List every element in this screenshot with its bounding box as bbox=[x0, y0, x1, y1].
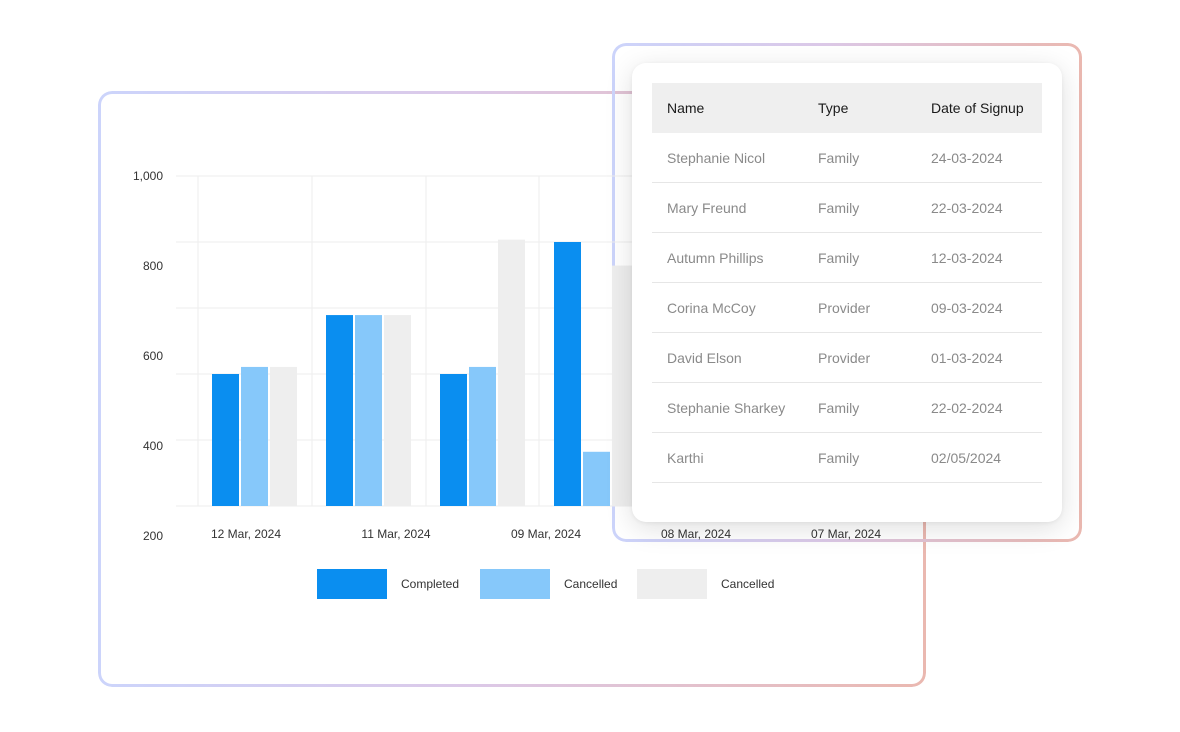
bar-cancelled bbox=[355, 315, 382, 506]
signups-table-card: Name Type Date of Signup Stephanie Nicol… bbox=[632, 63, 1062, 522]
cell-date: 02/05/2024 bbox=[916, 432, 1042, 483]
bar-completed bbox=[212, 374, 239, 506]
table-row[interactable]: David Elson Provider 01-03-2024 bbox=[652, 332, 1042, 383]
cell-date: 22-02-2024 bbox=[916, 382, 1042, 433]
cell-type: Family bbox=[803, 182, 916, 233]
table-row[interactable]: Mary Freund Family 22-03-2024 bbox=[652, 182, 1042, 233]
y-tick-label: 1,000 bbox=[133, 169, 163, 183]
cell-date: 01-03-2024 bbox=[916, 332, 1042, 383]
column-header-date-of-signup[interactable]: Date of Signup bbox=[916, 83, 1042, 133]
bar-cancelled-gray bbox=[270, 366, 297, 506]
table-row[interactable]: Stephanie Sharkey Family 22-02-2024 bbox=[652, 382, 1042, 433]
y-tick-label: 400 bbox=[143, 439, 163, 453]
x-tick-label: 07 Mar, 2024 bbox=[811, 527, 881, 541]
cell-date: 12-03-2024 bbox=[916, 232, 1042, 283]
cell-name: Stephanie Sharkey bbox=[652, 382, 803, 433]
column-header-type[interactable]: Type bbox=[803, 83, 916, 133]
cell-type: Family bbox=[803, 133, 916, 183]
cell-name: David Elson bbox=[652, 332, 803, 383]
column-header-name[interactable]: Name bbox=[652, 83, 803, 133]
table-row[interactable]: Corina McCoy Provider 09-03-2024 bbox=[652, 282, 1042, 333]
cell-type: Family bbox=[803, 432, 916, 483]
bar-cancelled-gray bbox=[384, 315, 411, 506]
bar-completed bbox=[554, 242, 581, 506]
legend-label: Cancelled bbox=[721, 577, 774, 591]
cell-type: Provider bbox=[803, 332, 916, 383]
bar-completed bbox=[440, 374, 467, 506]
x-tick-label: 09 Mar, 2024 bbox=[511, 527, 581, 541]
cell-name: Corina McCoy bbox=[652, 282, 803, 333]
y-tick-label: 600 bbox=[143, 349, 163, 363]
cell-type: Family bbox=[803, 232, 916, 283]
bar-cancelled bbox=[583, 451, 610, 506]
cell-name: Karthi bbox=[652, 432, 803, 483]
x-tick-label: 12 Mar, 2024 bbox=[211, 527, 281, 541]
table-header-row: Name Type Date of Signup bbox=[652, 83, 1042, 133]
bar-cancelled bbox=[241, 366, 268, 506]
bar-cancelled-gray bbox=[498, 239, 525, 506]
legend-swatch bbox=[480, 569, 550, 599]
table-row[interactable]: Stephanie Nicol Family 24-03-2024 bbox=[652, 133, 1042, 183]
signups-table: Name Type Date of Signup Stephanie Nicol… bbox=[652, 83, 1042, 483]
legend-label: Completed bbox=[401, 577, 459, 591]
bar-cancelled bbox=[469, 366, 496, 506]
table-row[interactable]: Autumn Phillips Family 12-03-2024 bbox=[652, 232, 1042, 283]
cell-type: Family bbox=[803, 382, 916, 433]
cell-date: 22-03-2024 bbox=[916, 182, 1042, 233]
cell-date: 24-03-2024 bbox=[916, 133, 1042, 183]
legend-label: Cancelled bbox=[564, 577, 617, 591]
cell-name: Mary Freund bbox=[652, 182, 803, 233]
bar-completed bbox=[326, 315, 353, 506]
x-tick-label: 11 Mar, 2024 bbox=[361, 527, 430, 541]
cell-name: Autumn Phillips bbox=[652, 232, 803, 283]
y-tick-label: 200 bbox=[143, 529, 163, 543]
cell-date: 09-03-2024 bbox=[916, 282, 1042, 333]
legend-swatch bbox=[637, 569, 707, 599]
cell-name: Stephanie Nicol bbox=[652, 133, 803, 183]
legend-swatch bbox=[317, 569, 387, 599]
y-tick-label: 800 bbox=[143, 259, 163, 273]
x-tick-label: 08 Mar, 2024 bbox=[661, 527, 731, 541]
cell-type: Provider bbox=[803, 282, 916, 333]
table-row[interactable]: Karthi Family 02/05/2024 bbox=[652, 432, 1042, 483]
